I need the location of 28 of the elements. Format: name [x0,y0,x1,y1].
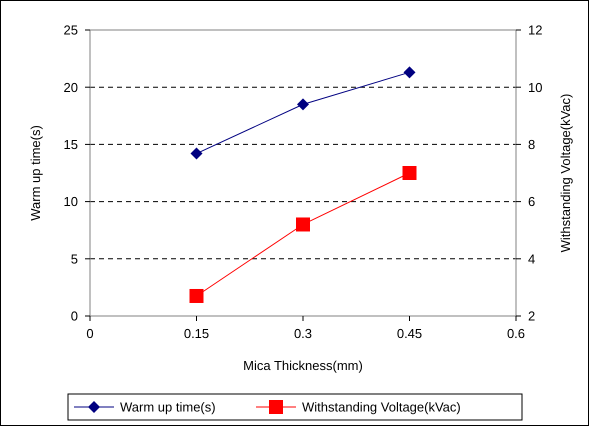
point [402,166,416,180]
y-tick-label: 5 [70,251,78,266]
point [190,148,202,160]
point [404,66,416,78]
x-tick-label: 0.45 [396,326,422,341]
legend-label: Warm up time(s) [120,400,216,415]
y-tick-label: 20 [64,80,78,95]
y2-tick-label: 6 [528,194,536,210]
x-tick-label: 0.6 [506,326,526,341]
x-tick-label: 0 [86,326,94,341]
point [296,217,310,232]
y2-tick-label: 12 [528,22,542,38]
x-tick-label: 0.15 [184,326,210,341]
point [297,98,309,110]
y-tick-label: 10 [64,194,78,210]
y-tick-label: 25 [64,22,78,38]
y-tick-label: 0 [70,308,78,324]
point [190,288,204,303]
y2-axis-title: Withstanding Voltage(kVac) [558,94,573,252]
y2-tick-label: 2 [528,308,536,324]
x-tick-label: 0.3 [294,326,312,341]
y2-tick-label: 10 [528,80,542,95]
y-tick-label: 15 [64,136,78,152]
x-axis-title: Mica Thickness(mm) [243,358,363,373]
y-axis-title: Warm up time(s) [28,125,43,221]
legend-label: Withstanding Voltage(kVac) [302,400,461,415]
y2-tick-label: 8 [528,136,536,152]
y2-tick-label: 4 [528,251,536,266]
